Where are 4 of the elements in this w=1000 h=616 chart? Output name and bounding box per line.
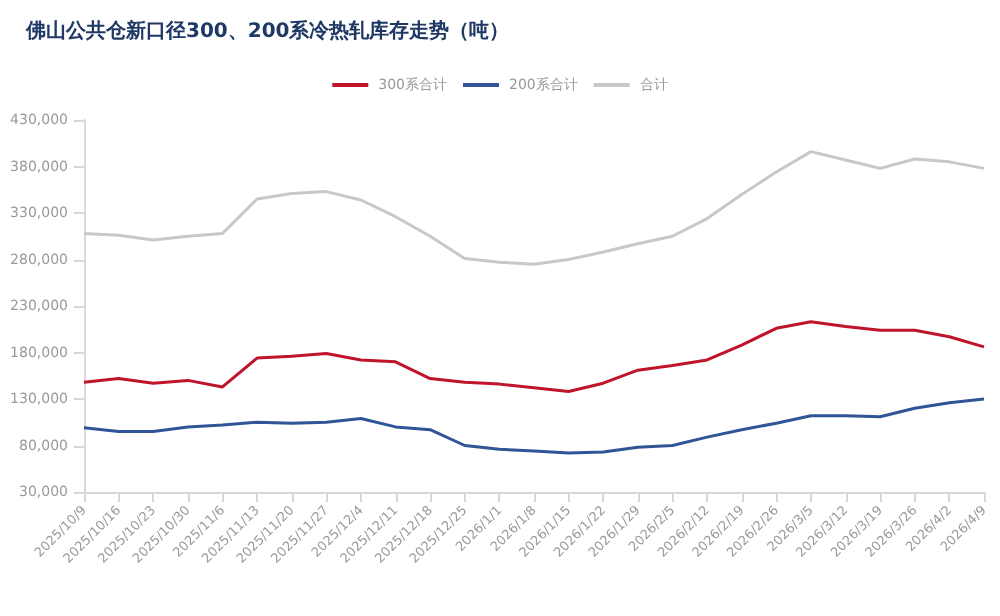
line-series (82, 150, 986, 266)
line-series (82, 397, 986, 455)
chart-title: 佛山公共仓新口径300、200系冷热轧库存走势（吨） (24, 19, 510, 43)
line-series (82, 320, 986, 394)
